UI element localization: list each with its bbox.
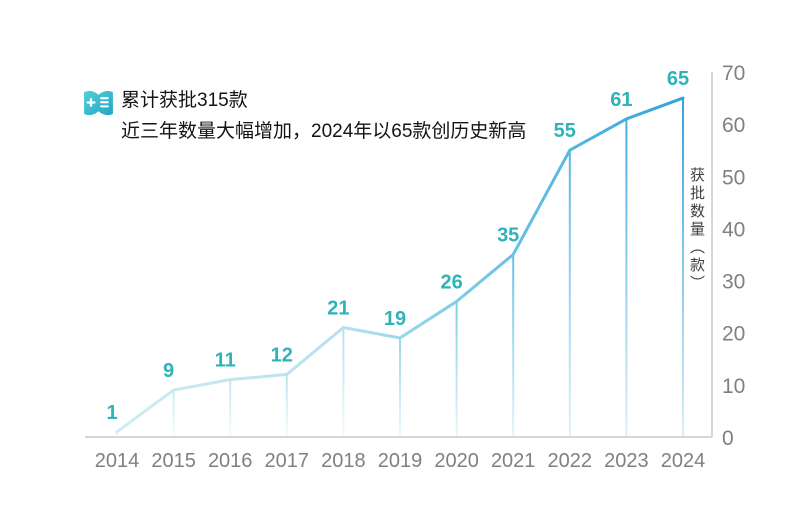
y-tick-label-60: 60	[722, 114, 745, 137]
data-label-2019: 19	[384, 308, 406, 330]
chart-header: 累计获批315款 近三年数量大幅增加，2024年以65款创历史新高	[82, 85, 702, 147]
chart-subtitle: 近三年数量大幅增加，2024年以65款创历史新高	[121, 121, 527, 142]
x-tick-label-2022: 2022	[548, 450, 593, 472]
data-label-2018: 21	[327, 298, 349, 320]
y-tick-label-0: 0	[722, 427, 734, 450]
data-label-2023: 61	[610, 89, 632, 111]
series-line	[115, 96, 685, 434]
x-tick-label-2017: 2017	[265, 450, 310, 472]
medical-report-icon	[84, 90, 113, 116]
x-tick-label-2018: 2018	[321, 450, 366, 472]
x-tick-label-2023: 2023	[604, 450, 649, 472]
data-label-2021: 35	[497, 225, 519, 247]
title-lines: 累计获批315款 近三年数量大幅增加，2024年以65款创历史新高	[121, 85, 702, 147]
x-tick-label-2021: 2021	[491, 450, 536, 472]
y-tick-label-70: 70	[722, 62, 745, 85]
y-tick-label-20: 20	[722, 323, 745, 346]
x-tick-label-2020: 2020	[434, 450, 479, 472]
data-label-2022: 55	[554, 120, 576, 142]
data-label-2017: 12	[271, 344, 293, 366]
y-axis-title: 获批数量（款）	[688, 167, 705, 293]
y-tick-label-50: 50	[722, 166, 745, 189]
y-tick-label-40: 40	[722, 218, 745, 241]
x-tick-label-2024: 2024	[661, 450, 706, 472]
x-tick-label-2016: 2016	[208, 450, 253, 472]
data-label-2014: 1	[106, 402, 117, 424]
data-label-2024: 65	[667, 68, 689, 90]
data-label-2016: 11	[215, 350, 236, 372]
x-tick-label-2019: 2019	[378, 450, 423, 472]
data-label-2015: 9	[163, 360, 174, 382]
y-tick-label-30: 30	[722, 271, 745, 294]
y-tick-label-10: 10	[722, 375, 745, 398]
x-tick-label-2015: 2015	[151, 450, 196, 472]
chart-title: 累计获批315款	[121, 90, 248, 111]
data-label-2020: 26	[440, 271, 462, 293]
x-tick-label-2014: 2014	[95, 450, 140, 472]
